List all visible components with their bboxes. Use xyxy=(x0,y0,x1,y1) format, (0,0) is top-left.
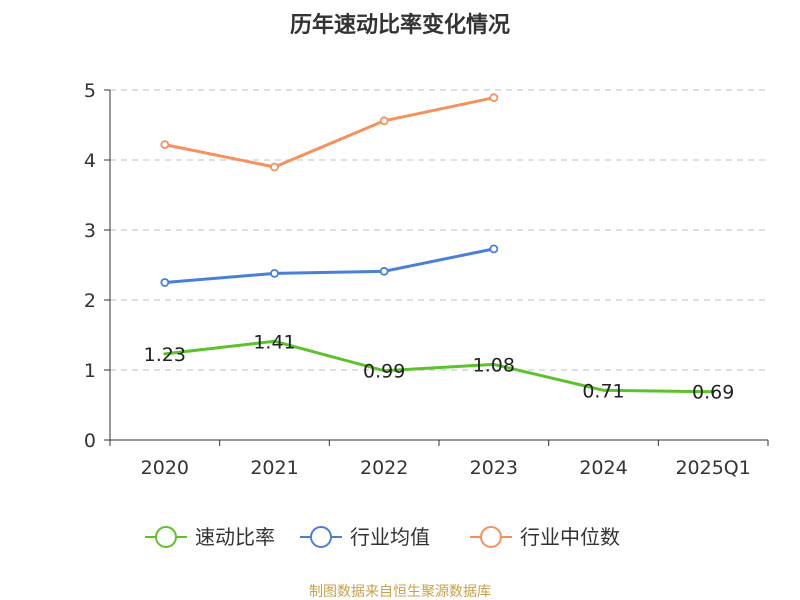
legend-label: 速动比率 xyxy=(195,525,275,549)
data-label: 0.69 xyxy=(692,382,734,404)
legend-marker xyxy=(310,526,332,548)
legend-marker xyxy=(155,526,177,548)
x-tick-label: 2023 xyxy=(470,457,518,479)
series-2-point xyxy=(160,140,170,150)
data-label: 1.08 xyxy=(473,354,515,376)
series-2-point xyxy=(379,116,389,126)
series-1-point xyxy=(489,244,499,254)
data-label: 0.71 xyxy=(582,380,624,402)
legend-label: 行业中位数 xyxy=(520,525,620,549)
x-tick-label: 2025Q1 xyxy=(675,457,750,479)
legend-marker xyxy=(480,526,502,548)
data-label: 1.23 xyxy=(144,344,186,366)
x-tick-label: 2020 xyxy=(141,457,189,479)
x-tick-label: 2024 xyxy=(579,457,627,479)
series-1-point xyxy=(270,268,279,278)
axes: 0 1 2 3 4 5 2020 2021 2022 2023 2024 2025Q1 xyxy=(84,80,769,479)
series-2-line xyxy=(163,96,496,169)
y-tick-label: 0 xyxy=(84,430,96,452)
series-1-point xyxy=(160,278,170,287)
x-tick-label: 2021 xyxy=(250,457,298,479)
legend: 速动比率 行业均值 行业中位数 xyxy=(145,525,620,549)
y-tick-label: 4 xyxy=(84,150,96,172)
series-0-line xyxy=(163,339,715,394)
series-1-line xyxy=(163,247,496,284)
data-label: 1.41 xyxy=(253,331,295,353)
series-group xyxy=(160,93,715,394)
y-tick-label: 1 xyxy=(84,360,96,382)
grid-lines xyxy=(110,89,768,371)
source-note: 制图数据来自恒生聚源数据库 xyxy=(309,584,491,600)
data-labels: 1.23 1.41 0.99 1.08 0.71 0.69 xyxy=(144,331,735,403)
series-2-point xyxy=(270,162,279,172)
data-label: 0.99 xyxy=(363,361,405,383)
y-tick-label: 5 xyxy=(84,80,96,102)
chart-title: 历年速动比率变化情况 xyxy=(290,12,510,38)
legend-label: 行业均值 xyxy=(350,525,430,549)
x-tick-label: 2022 xyxy=(360,457,408,479)
y-tick-label: 2 xyxy=(84,290,96,312)
series-1-point xyxy=(379,266,389,276)
y-tick-label: 3 xyxy=(84,220,96,242)
series-2-point xyxy=(489,93,499,103)
